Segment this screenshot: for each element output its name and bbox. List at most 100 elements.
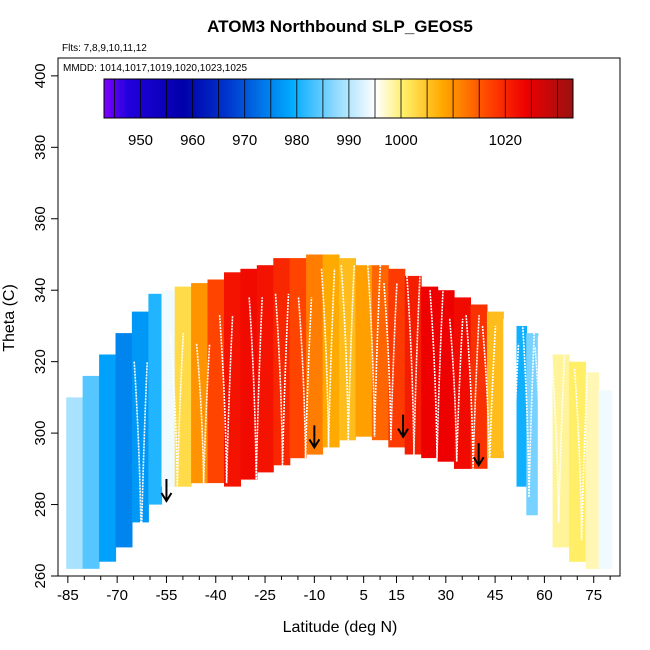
flight-trace [169,333,185,487]
field-column [273,258,291,466]
colorbar-labels: 950 960 970 980 990 1000 1020 [128,132,522,149]
colorbar: 950 960 970 980 990 1000 1020 [103,78,574,149]
arrow-marker [397,414,409,439]
dates-note: MMDD: 1014,1017,1019,1020,1023,1025 [63,63,247,74]
field-column [66,397,84,569]
field-column [322,254,340,448]
y-tick-label: 340 [32,278,49,303]
field-column [240,268,258,480]
field-column [421,286,439,459]
flight-trace [195,343,211,484]
flight-trace [550,354,566,523]
colorbar-label: 990 [336,132,361,149]
colorbar-label: 1000 [384,132,417,149]
field-column [388,268,406,448]
y-axis-label: Theta (C) [1,284,18,352]
x-tick-label: -25 [254,587,276,604]
field-column [569,361,587,562]
arrow-marker [472,443,485,468]
arrow-marker [160,478,173,503]
x-tick-label: 30 [437,587,454,604]
y-tick-label: 380 [32,135,49,160]
x-tick-label: -70 [106,587,128,604]
y-tick-label: 280 [32,492,49,517]
y-tick-label: 300 [32,421,49,446]
colorbar-label: 960 [180,132,205,149]
field-column [99,354,117,562]
colorbar-gradient [103,78,574,119]
flight-trace [504,343,520,494]
flight-trace [448,318,464,462]
colorbar-separators [114,79,558,118]
field-column [161,290,176,487]
field-column [585,372,600,569]
x-tick-label: 45 [487,587,504,604]
field-column [115,333,133,548]
field-column [355,265,373,437]
field-column [598,390,613,569]
y-tick-label: 260 [32,563,49,588]
flight-trace [465,315,480,469]
colorbar-label: 980 [284,132,309,149]
flight-trace [218,315,234,484]
colorbar-label: 1020 [489,132,522,149]
flight-traces [133,261,589,548]
field-column [371,265,389,441]
field-column [148,293,163,505]
flight-trace [534,347,549,505]
flights-note: Flts: 7,8,9,10,11,12 [62,43,147,54]
flight-trace [383,283,398,441]
flight-trace [320,268,336,448]
y-axis: 260 280 300 320 340 360 380 400 [32,63,58,589]
y-tick-label: 320 [32,349,49,374]
flight-trace [573,368,589,541]
flight-trace [297,297,313,459]
colorbar-label: 970 [232,132,257,149]
field-column [339,258,356,441]
slp-field [66,254,613,569]
flight-trace [366,261,382,437]
field-column [437,290,455,462]
field-column [552,354,570,548]
chart-title: ATOM3 Northbound SLP_GEOS5 [207,17,473,36]
x-tick-label: -85 [57,587,79,604]
arrow-head [160,492,173,503]
arrow-head [397,428,409,439]
arrows-layer [160,414,485,503]
flight-trace [429,290,444,459]
colorbar-label: 950 [128,132,153,149]
field-column [131,311,149,523]
flight-trace [340,265,355,441]
field-column [224,272,241,487]
flight-trace [406,275,421,455]
x-tick-label: -40 [205,587,227,604]
field-column [207,279,225,484]
x-tick-label: -55 [156,587,178,604]
field-column [486,311,504,459]
flight-trace [481,325,497,469]
x-tick-label: 5 [359,587,367,604]
x-tick-label: 75 [585,587,602,604]
field-column [470,304,488,469]
field-column [256,265,274,473]
flight-trace [133,361,148,548]
x-axis: -85 -70 -55 -40 -25 -10 5 15 30 45 60 75 [57,576,611,604]
field-column [503,318,517,451]
field-column [516,325,527,487]
x-axis-label: Latitude (deg N) [283,619,398,636]
field-column [289,258,307,459]
x-tick-label: -10 [304,587,326,604]
x-tick-label: 15 [388,587,405,604]
arrow-head [472,456,485,468]
y-tick-label: 360 [32,206,49,231]
x-tick-label: 60 [536,587,553,604]
arrow-head [308,438,321,450]
y-tick-label: 400 [32,63,49,88]
field-column [306,254,324,455]
arrow-marker [308,425,321,450]
field-column [82,375,100,569]
plot-frame [57,57,621,577]
flight-trace [274,293,290,466]
field-column [174,286,192,487]
